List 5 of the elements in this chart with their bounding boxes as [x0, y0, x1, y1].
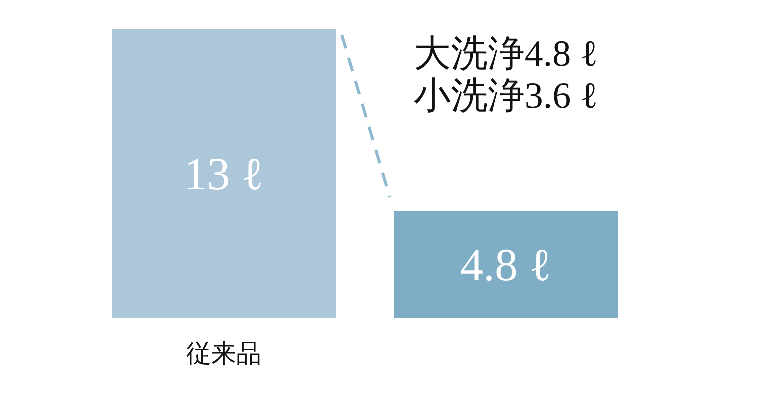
data-label: 4.8 ℓ: [460, 240, 552, 291]
x-tick-label: 従来品: [186, 341, 262, 368]
data-label: 13 ℓ: [184, 148, 264, 200]
annotation: 小洗浄3.6 ℓ: [414, 76, 598, 117]
annotation: 大洗浄4.8 ℓ: [414, 34, 598, 75]
